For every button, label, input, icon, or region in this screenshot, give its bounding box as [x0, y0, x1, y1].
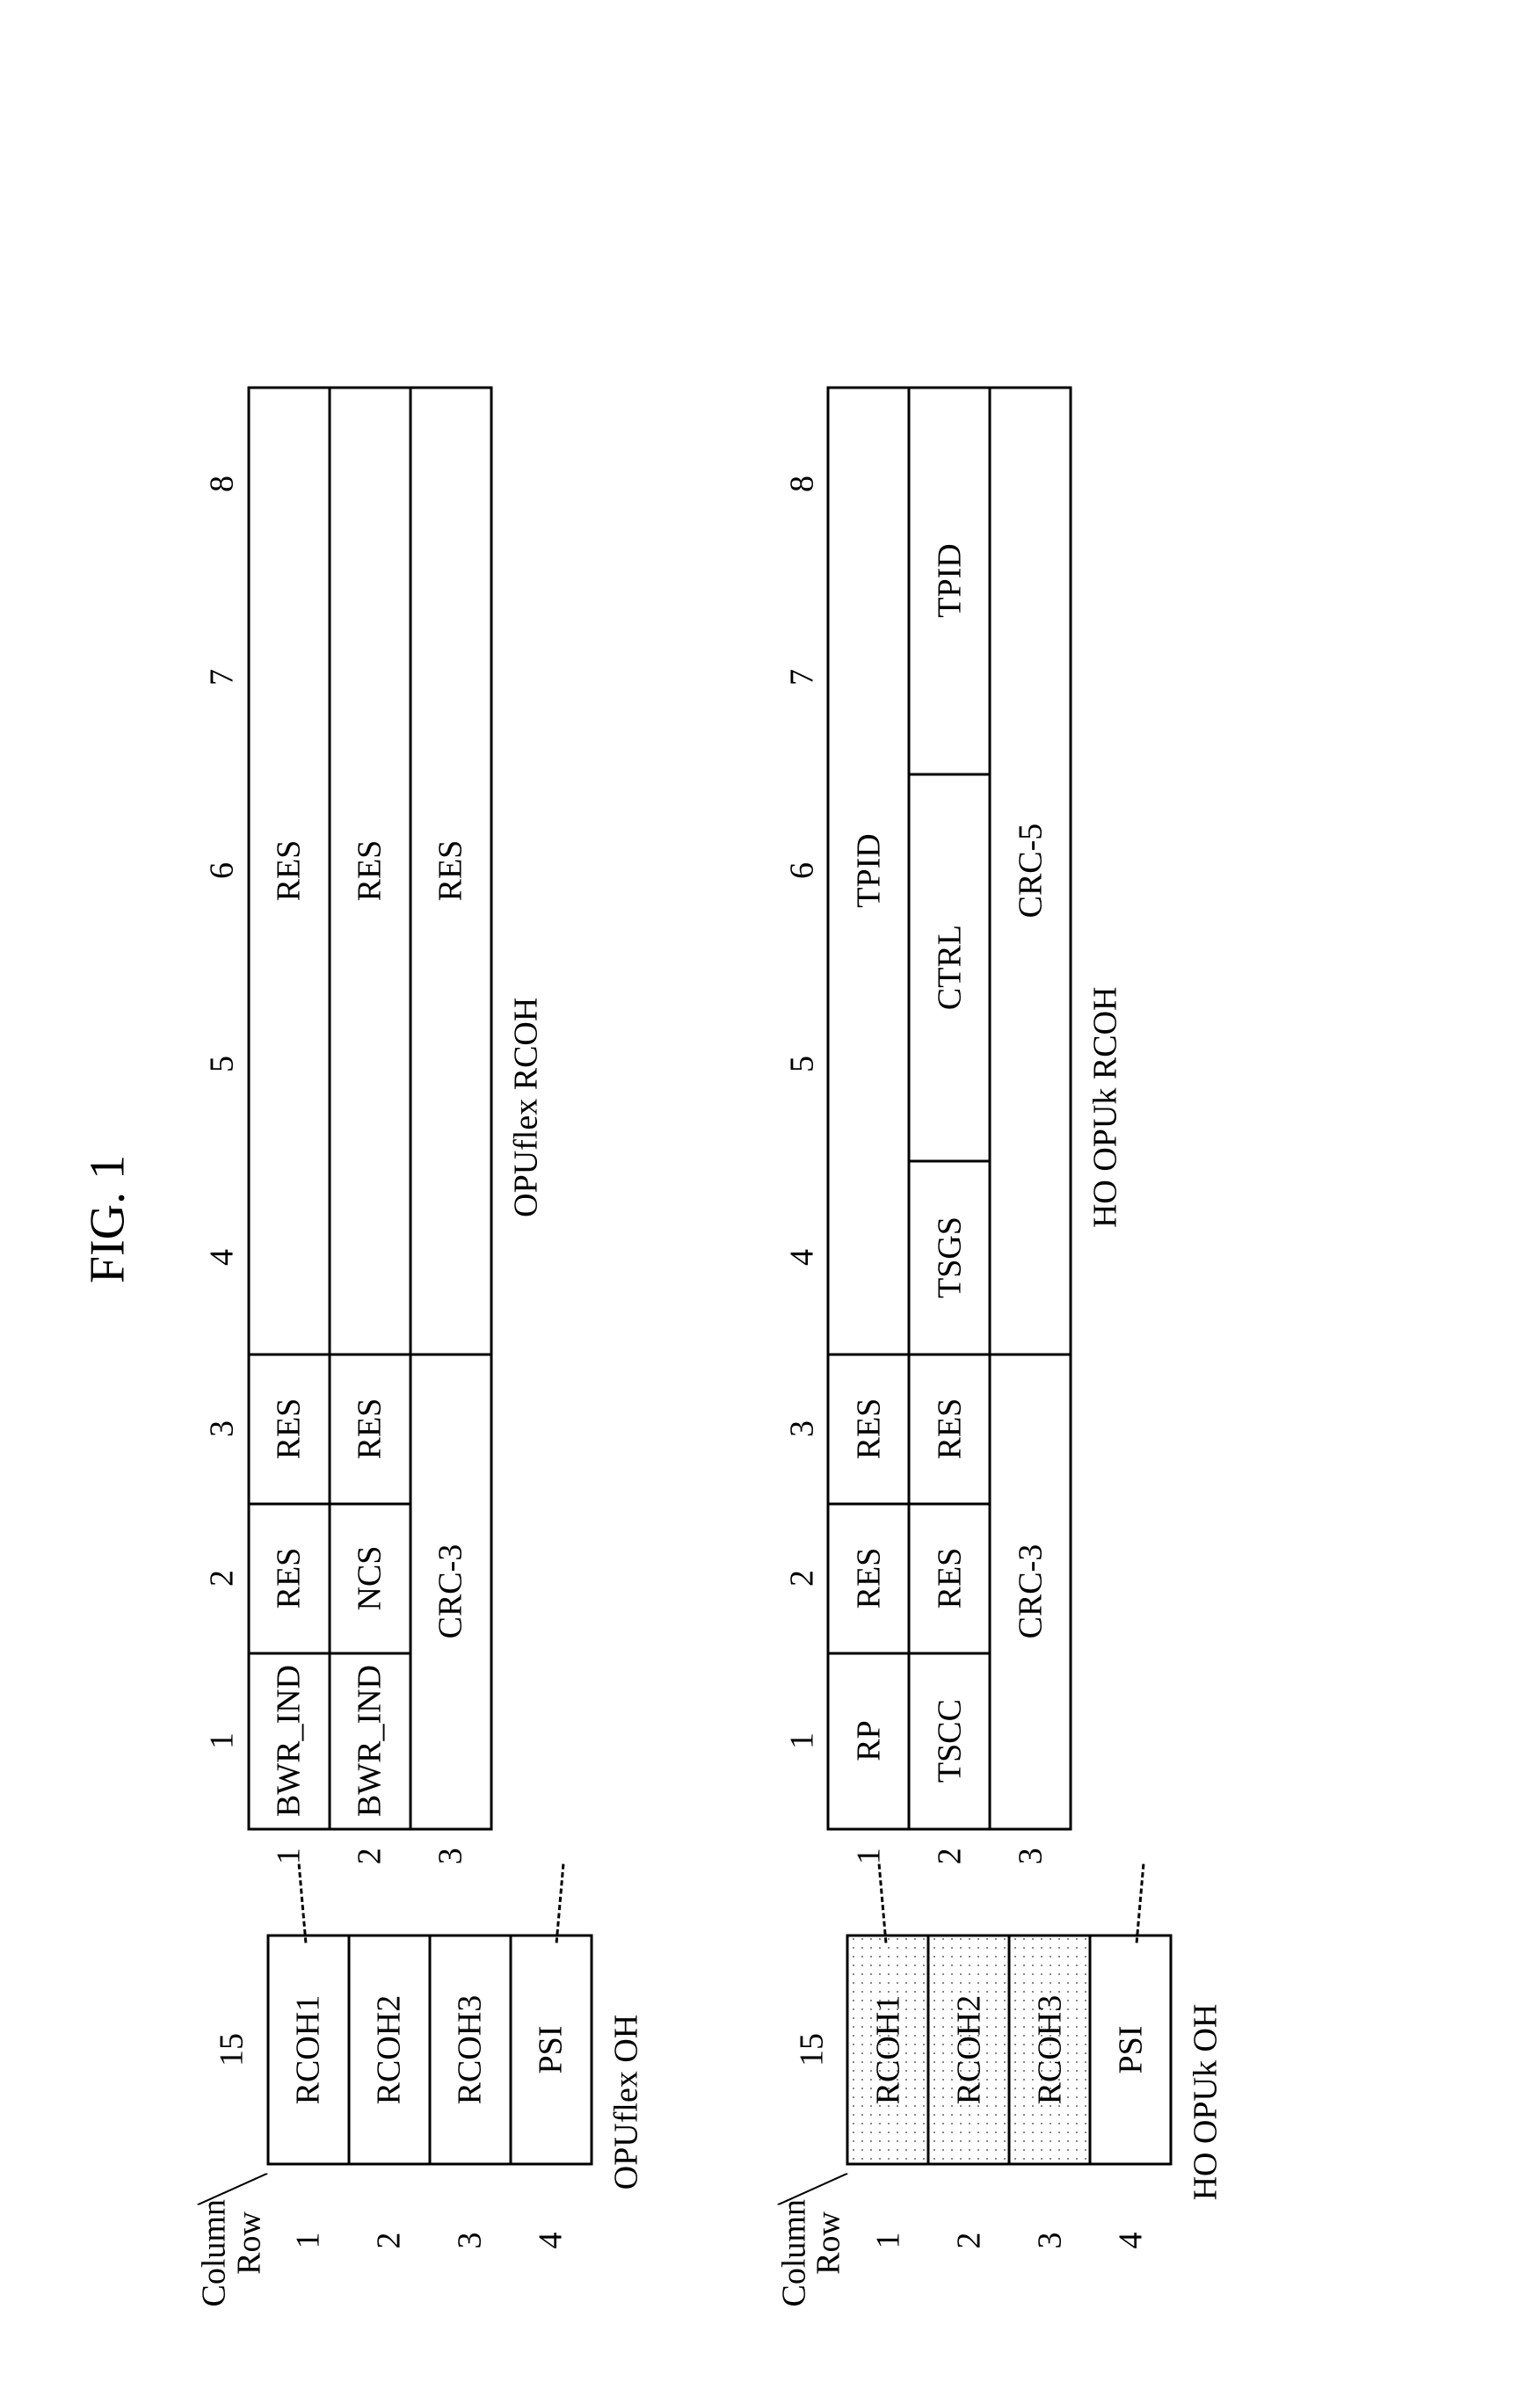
- rcoh-cell: TPID: [828, 388, 909, 1355]
- rcoh-cell: CRC-3: [410, 1355, 491, 1829]
- axis-column-label: Column: [777, 2199, 812, 2306]
- oh-cell-psi: PSI: [1090, 1936, 1171, 2164]
- rcoh-col: 8: [198, 388, 249, 581]
- rcoh-cell: CRC-5: [990, 388, 1071, 1355]
- rcoh-cell: RES: [249, 1355, 330, 1504]
- rcoh-col: 5: [777, 968, 828, 1161]
- opuflex-oh-table: Column Row 15 1RCOH1 2RCOH2 3RCOH3 4PSI: [198, 1935, 593, 2316]
- ho-opuk-oh-table: Column Row 15 1RCOH1 2RCOH2 3RCOH3 4PSI: [777, 1935, 1173, 2316]
- rcoh-col: 6: [198, 774, 249, 968]
- rcoh-col: 8: [777, 388, 828, 581]
- rcoh-col: 1: [198, 1653, 249, 1829]
- oh-row-num: 2: [928, 2164, 1009, 2315]
- oh-cell-rcoh1: RCOH1: [847, 1936, 928, 2164]
- rcoh-cell: RP: [828, 1653, 909, 1829]
- rcoh-col: 7: [777, 581, 828, 774]
- oh-cell-rcoh3: RCOH3: [1009, 1936, 1090, 2164]
- rcoh-row-num: 1: [249, 1829, 330, 1873]
- rcoh-col: 2: [198, 1504, 249, 1653]
- rcoh-cell: RES: [828, 1504, 909, 1653]
- rcoh-cell: TSGS: [909, 1161, 990, 1355]
- ho-opuk-oh-caption: HO OPUk OH: [1187, 2004, 1225, 2201]
- axis-column-label: Column: [198, 2199, 233, 2306]
- oh-row-num: 3: [1009, 2164, 1090, 2315]
- opuflex-diagram: Column Row 15 1RCOH1 2RCOH2 3RCOH3 4PSI …: [198, 123, 646, 2316]
- oh-cell-rcoh2: RCOH2: [349, 1936, 430, 2164]
- oh-cell-rcoh3: RCOH3: [430, 1936, 511, 2164]
- oh-cell-rcoh2: RCOH2: [928, 1936, 1009, 2164]
- rcoh-cell: TPID: [909, 388, 990, 774]
- axis-row-label: Row: [812, 2199, 847, 2306]
- rcoh-col: 6: [777, 774, 828, 968]
- rcoh-cell: BWR_IND: [330, 1653, 410, 1829]
- rcoh-cell: RES: [249, 1504, 330, 1653]
- rcoh-cell: RES: [330, 1355, 410, 1504]
- opuflex-rcoh-section: 1 2 3 4 5 6 7 8 1 BWR_IND RES RES RES: [198, 386, 546, 1873]
- rcoh-col: 3: [198, 1355, 249, 1504]
- rcoh-cell: NCS: [330, 1504, 410, 1653]
- oh-row-num: 2: [349, 2164, 430, 2315]
- rcoh-row-num: 3: [410, 1829, 491, 1873]
- oh-row-num: 4: [511, 2164, 592, 2315]
- rcoh-col: 2: [777, 1504, 828, 1653]
- rcoh-row-num: 1: [828, 1829, 909, 1873]
- rcoh-col: 3: [777, 1355, 828, 1504]
- dash-connectors: [828, 1873, 1162, 1935]
- oh-row-num: 3: [430, 2164, 511, 2315]
- rcoh-row-num: 2: [330, 1829, 410, 1873]
- oh-col-15: 15: [198, 1936, 268, 2164]
- ho-opuk-diagram: Column Row 15 1RCOH1 2RCOH2 3RCOH3 4PSI …: [777, 123, 1225, 2316]
- axis-row-label: Row: [232, 2199, 267, 2306]
- oh-cell-psi: PSI: [511, 1936, 592, 2164]
- rcoh-cell: RES: [249, 388, 330, 1355]
- opuflex-oh-caption: OPUflex OH: [607, 2015, 645, 2190]
- opuflex-rcoh-caption: OPUflex RCOH: [506, 386, 545, 1829]
- rcoh-col: 1: [777, 1653, 828, 1829]
- rcoh-cell: RES: [909, 1504, 990, 1653]
- opuflex-rcoh-table: 1 2 3 4 5 6 7 8 1 BWR_IND RES RES RES: [198, 386, 493, 1873]
- opuflex-oh-section: Column Row 15 1RCOH1 2RCOH2 3RCOH3 4PSI …: [198, 1935, 646, 2316]
- ho-opuk-rcoh-caption: HO OPUk RCOH: [1086, 386, 1125, 1829]
- rcoh-cell: RES: [330, 388, 410, 1355]
- rcoh-cell: TSCC: [909, 1653, 990, 1829]
- rcoh-cell: CTRL: [909, 774, 990, 1161]
- rcoh-row-num: 2: [909, 1829, 990, 1873]
- rcoh-cell: BWR_IND: [249, 1653, 330, 1829]
- oh-row-num: 4: [1090, 2164, 1171, 2315]
- rcoh-col: 4: [777, 1161, 828, 1355]
- oh-col-15: 15: [777, 1936, 847, 2164]
- ho-opuk-rcoh-table: 1 2 3 4 5 6 7 8 1 RP RES RES TPID: [777, 386, 1072, 1873]
- dash-connectors: [249, 1873, 583, 1935]
- rcoh-cell: RES: [410, 388, 491, 1355]
- ho-opuk-oh-section: Column Row 15 1RCOH1 2RCOH2 3RCOH3 4PSI …: [777, 1935, 1225, 2316]
- oh-row-num: 1: [268, 2164, 349, 2315]
- rcoh-col: 7: [198, 581, 249, 774]
- rcoh-col: 5: [198, 968, 249, 1161]
- figure-title: FIG. 1: [80, 123, 136, 2316]
- rcoh-cell: RES: [909, 1355, 990, 1504]
- rcoh-row-num: 3: [990, 1829, 1071, 1873]
- oh-row-num: 1: [847, 2164, 928, 2315]
- rcoh-cell: CRC-3: [990, 1355, 1071, 1829]
- oh-cell-rcoh1: RCOH1: [268, 1936, 349, 2164]
- ho-opuk-rcoh-section: 1 2 3 4 5 6 7 8 1 RP RES RES TPID: [777, 386, 1125, 1873]
- rcoh-col: 4: [198, 1161, 249, 1355]
- rcoh-cell: RES: [828, 1355, 909, 1504]
